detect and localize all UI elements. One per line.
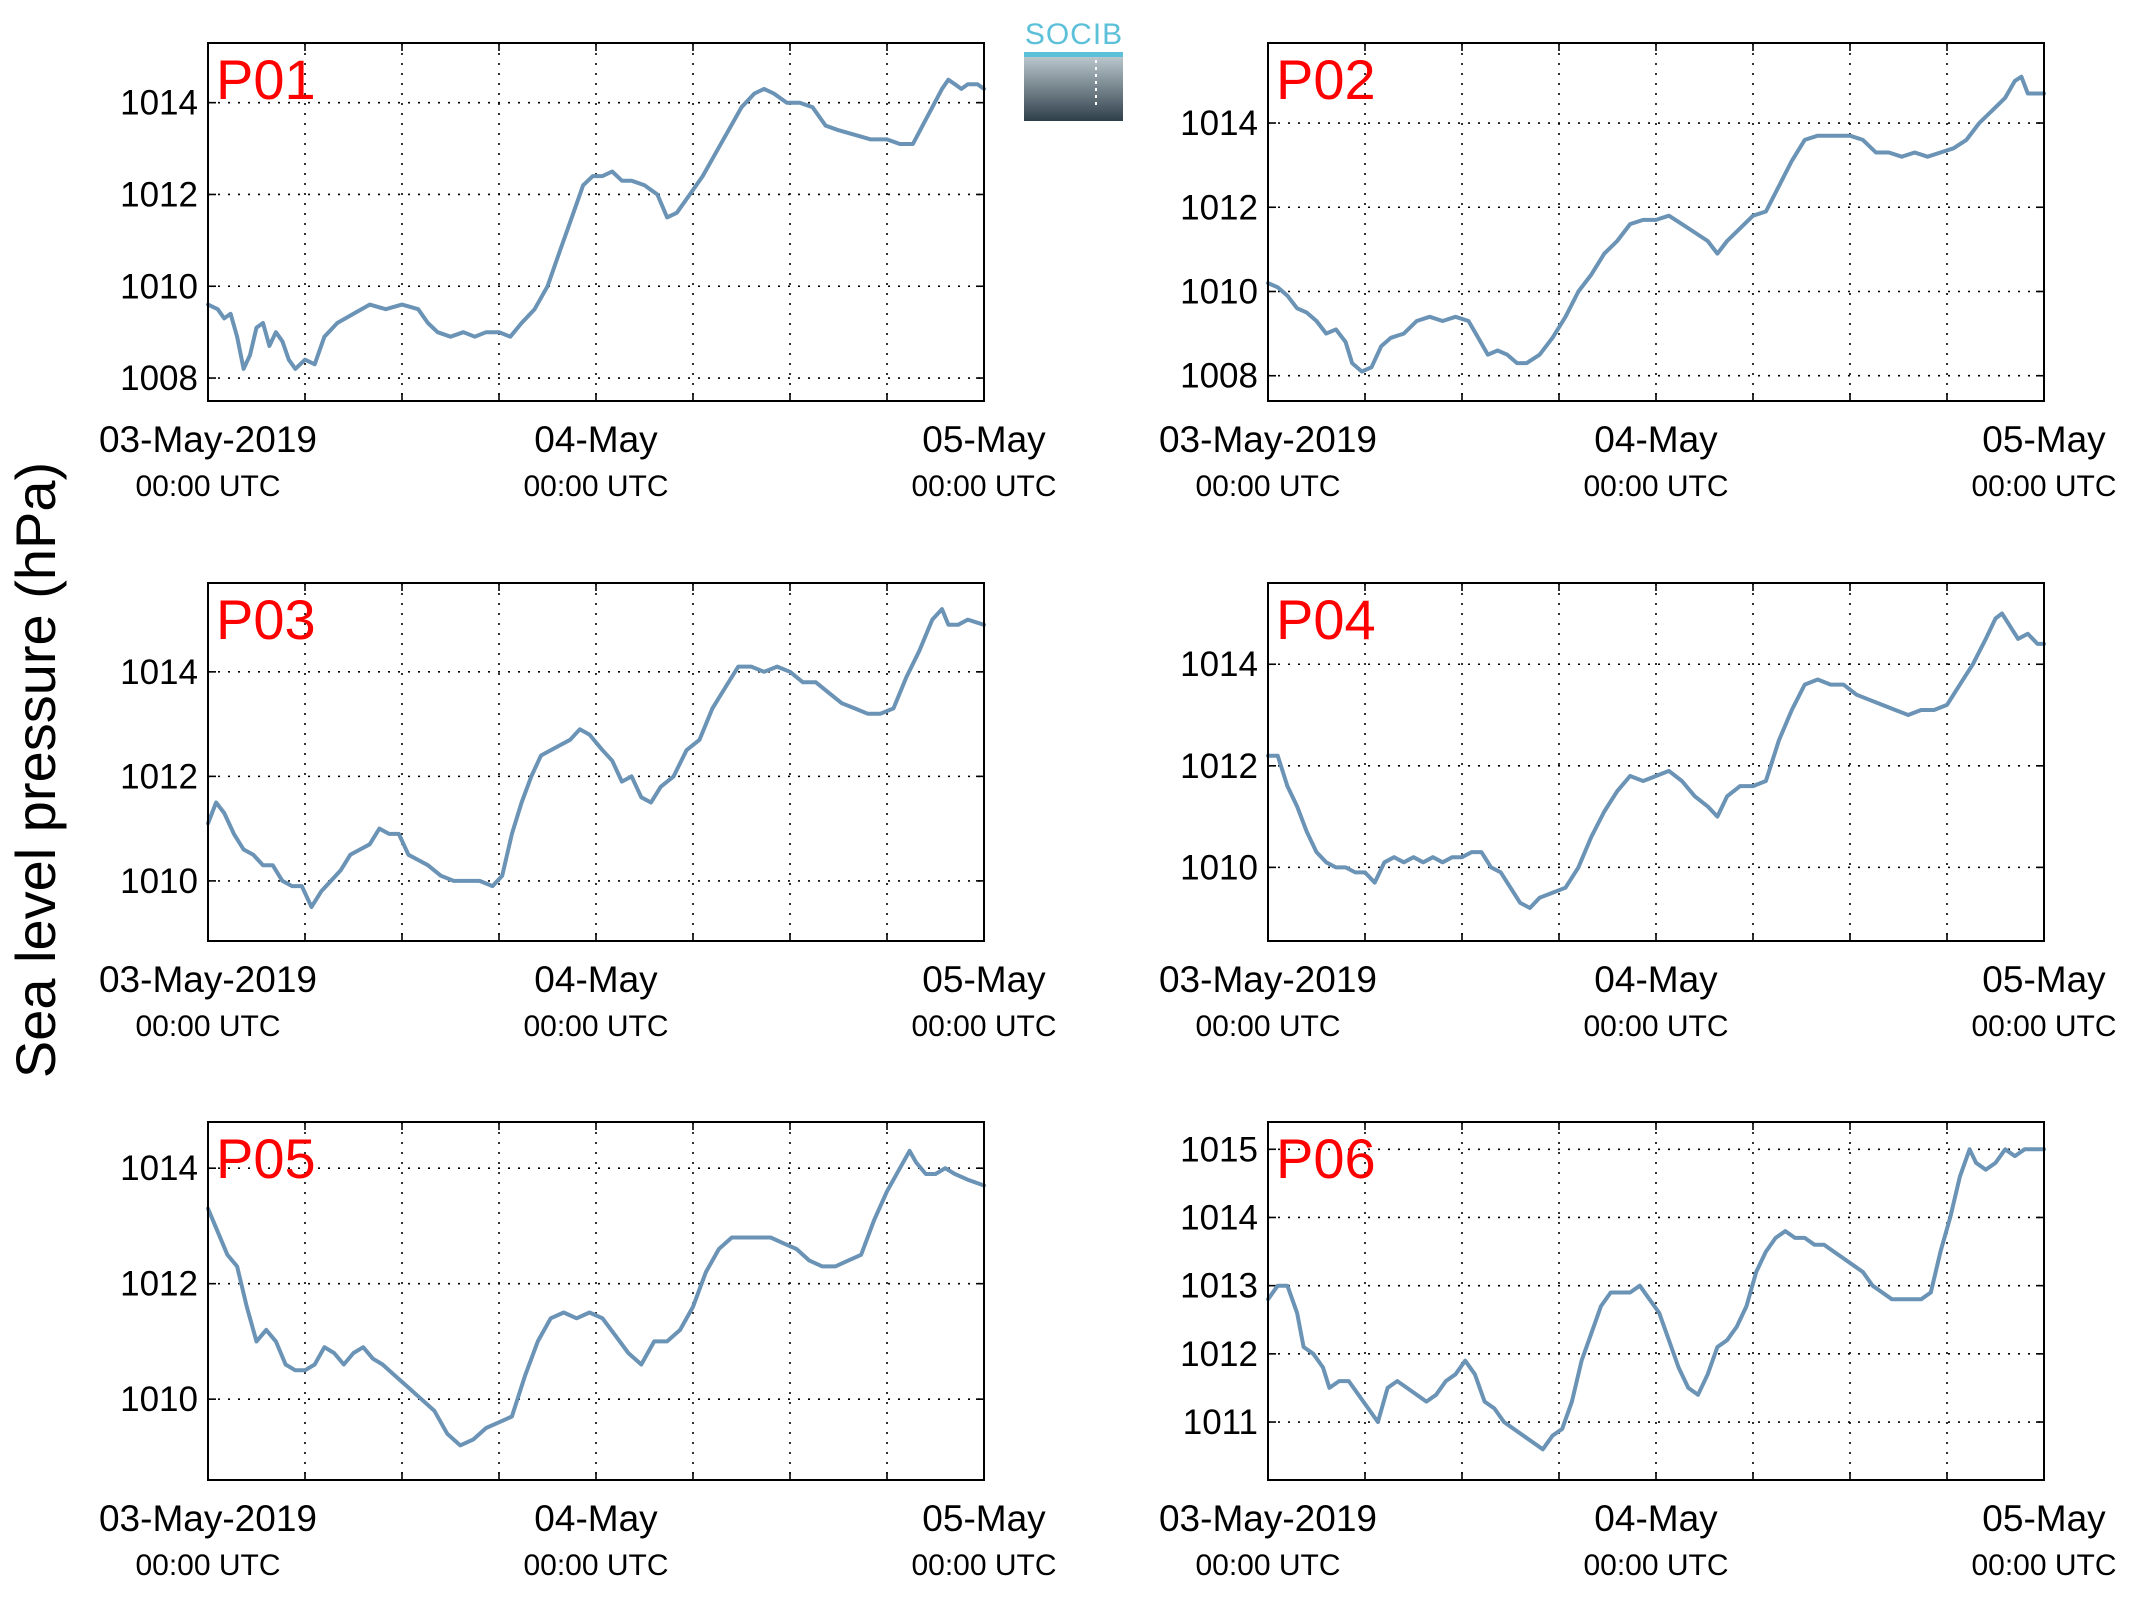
y-tick-label: 1014 xyxy=(1180,1198,1258,1237)
y-tick-label: 1012 xyxy=(1180,188,1258,227)
y-tick-label: 1014 xyxy=(120,653,198,692)
x-tick-label-date: 05-May xyxy=(1982,419,2106,460)
chart-p06: 1011 1012 1013 1014 1015 03-May-2019 00:00 UTC… xyxy=(1159,1121,2117,1582)
y-tick-label: 1012 xyxy=(1180,1335,1258,1374)
x-tick-label-time: 00:00 UTC xyxy=(135,1549,280,1582)
y-tick-label: 1012 xyxy=(120,1265,198,1304)
x-tick-label-date: 05-May xyxy=(922,959,1046,1000)
y-tick-label: 1015 xyxy=(1180,1130,1258,1169)
x-tick-label-date: 04-May xyxy=(534,1498,658,1539)
axes-frame xyxy=(207,42,985,402)
y-tick-label: 1012 xyxy=(1180,747,1258,786)
chart-p02: 1008 1010 1012 1014 03-May-2019 00:00 UTC 04-M… xyxy=(1159,42,2117,503)
y-tick-label: 1014 xyxy=(1180,104,1258,143)
x-tick-label-time: 00:00 UTC xyxy=(1971,1549,2116,1582)
panel-label: P03 xyxy=(216,588,316,651)
y-tick-label: 1012 xyxy=(120,175,198,214)
chart-p04: 1010 1012 1014 03-May-2019 00:00 UTC 04-May 00… xyxy=(1159,582,2117,1043)
y-tick-label: 1014 xyxy=(120,84,198,123)
x-tick-label-date: 03-May-2019 xyxy=(99,959,317,1000)
x-tick-label-time: 00:00 UTC xyxy=(523,470,668,503)
panel-label: P05 xyxy=(216,1127,316,1190)
x-tick-label-time: 00:00 UTC xyxy=(1583,1549,1728,1582)
chart-p03: 1010 1012 1014 03-May-2019 00:00 UTC 04-May 00… xyxy=(99,582,1057,1043)
x-tick-label-date: 05-May xyxy=(1982,1498,2106,1539)
x-tick-label-time: 00:00 UTC xyxy=(911,1549,1056,1582)
y-tick-label: 1010 xyxy=(120,862,198,901)
x-tick-label-time: 00:00 UTC xyxy=(911,470,1056,503)
axes-frame xyxy=(1267,42,2045,402)
x-tick-label-date: 04-May xyxy=(1594,419,1718,460)
x-tick-label-date: 04-May xyxy=(1594,1498,1718,1539)
axes-frame xyxy=(1267,1121,2045,1481)
x-tick-label-date: 03-May-2019 xyxy=(99,1498,317,1539)
y-tick-label: 1010 xyxy=(1180,848,1258,887)
x-tick-label-date: 03-May-2019 xyxy=(1159,1498,1377,1539)
y-tick-label: 1014 xyxy=(120,1149,198,1188)
x-tick-label-date: 03-May-2019 xyxy=(1159,419,1377,460)
x-tick-label-time: 00:00 UTC xyxy=(523,1010,668,1043)
y-tick-label: 1011 xyxy=(1183,1403,1258,1442)
y-tick-label: 1013 xyxy=(1180,1267,1258,1306)
y-tick-label: 1014 xyxy=(1180,645,1258,684)
x-tick-label-time: 00:00 UTC xyxy=(1195,1549,1340,1582)
y-tick-label: 1010 xyxy=(120,267,198,306)
series-line xyxy=(1266,1147,2046,1452)
x-tick-label-time: 00:00 UTC xyxy=(1195,1010,1340,1043)
chart-p05: 1010 1012 1014 03-May-2019 00:00 UTC 04-May 00… xyxy=(99,1121,1057,1582)
y-tick-label: 1008 xyxy=(1180,357,1258,396)
chart-panels: 1008 1010 1012 1014 03-May-2019 00:00 UTC 04-M… xyxy=(99,42,2117,1582)
x-tick-label-time: 00:00 UTC xyxy=(135,1010,280,1043)
series-line xyxy=(1266,74,2046,374)
x-tick-label-date: 05-May xyxy=(922,1498,1046,1539)
logo-text: SOCIB xyxy=(1025,18,1123,51)
axes-frame xyxy=(1267,582,2045,942)
y-tick-label: 1010 xyxy=(120,1380,198,1419)
logo-band xyxy=(1024,52,1123,57)
axes-frame xyxy=(207,1121,985,1481)
axes-frame xyxy=(207,582,985,942)
x-tick-label-time: 00:00 UTC xyxy=(523,1549,668,1582)
y-tick-label: 1010 xyxy=(1180,272,1258,311)
x-tick-label-time: 00:00 UTC xyxy=(1583,1010,1728,1043)
series-line xyxy=(206,1148,986,1448)
socib-logo: SOCIB xyxy=(1024,18,1123,121)
x-tick-label-date: 05-May xyxy=(922,419,1046,460)
x-tick-label-time: 00:00 UTC xyxy=(1971,470,2116,503)
x-tick-label-date: 04-May xyxy=(534,419,658,460)
x-tick-label-time: 00:00 UTC xyxy=(1583,470,1728,503)
x-tick-label-time: 00:00 UTC xyxy=(1195,470,1340,503)
panel-label: P06 xyxy=(1276,1127,1376,1190)
series-line xyxy=(206,607,986,909)
x-tick-label-date: 05-May xyxy=(1982,959,2106,1000)
panel-label: P02 xyxy=(1276,48,1376,111)
panel-label: P04 xyxy=(1276,588,1376,651)
x-tick-label-time: 00:00 UTC xyxy=(911,1010,1056,1043)
x-tick-label-date: 04-May xyxy=(1594,959,1718,1000)
figure-ylabel: Sea level pressure (hPa) xyxy=(4,462,67,1078)
x-tick-label-time: 00:00 UTC xyxy=(1971,1010,2116,1043)
y-tick-label: 1012 xyxy=(120,757,198,796)
x-tick-label-date: 03-May-2019 xyxy=(99,419,317,460)
panel-label: P01 xyxy=(216,48,316,111)
chart-p01: 1008 1010 1012 1014 03-May-2019 00:00 UTC 04-M… xyxy=(99,42,1057,503)
x-tick-label-date: 03-May-2019 xyxy=(1159,959,1377,1000)
x-tick-label-time: 00:00 UTC xyxy=(135,470,280,503)
y-tick-label: 1008 xyxy=(120,359,198,398)
logo-block xyxy=(1024,57,1123,121)
series-line xyxy=(206,77,986,371)
x-tick-label-date: 04-May xyxy=(534,959,658,1000)
series-line xyxy=(1266,611,2046,910)
